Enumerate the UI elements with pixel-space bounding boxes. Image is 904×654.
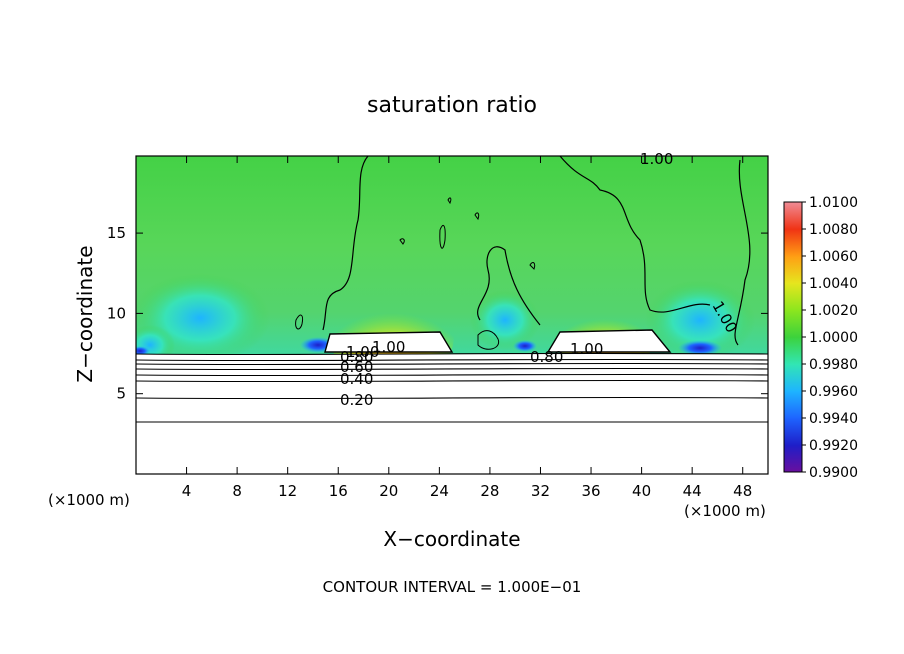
colorbar-label: 0.9920 [809, 438, 858, 454]
subsaturated-region [136, 354, 768, 474]
contour-label: 0.40 [340, 370, 373, 388]
x-tick-label: 24 [430, 482, 449, 500]
colorbar-label: 1.0080 [809, 222, 858, 238]
colorbar-segment [784, 364, 802, 392]
contour-interval-note: CONTOUR INTERVAL = 1.000E−01 [323, 578, 582, 596]
cyan-region-mid [470, 290, 540, 350]
y-tick-label: 5 [116, 385, 126, 403]
x-tick-label: 20 [379, 482, 398, 500]
cloud-right [546, 329, 672, 353]
x-axis-unit-right: (×1000 m) [684, 502, 766, 520]
colorbar-segment [784, 418, 802, 446]
blue-region-3 [513, 340, 537, 352]
y-axis-label: Z−coordinate [73, 245, 97, 382]
x-tick-label: 16 [329, 482, 348, 500]
contour-label: 0.60 [340, 358, 373, 376]
contour-label: 1.00 [640, 150, 673, 168]
contour-label: 0.80 [530, 348, 563, 366]
colorbar-label: 0.9940 [809, 411, 858, 427]
colorbar-label: 1.0100 [809, 195, 858, 211]
y-axis: 5 10 15 [107, 224, 768, 403]
contour-1-00 [322, 156, 751, 346]
x-tick-label: 36 [581, 482, 600, 500]
contour-label: 1.00 [570, 340, 603, 358]
colorbar-segment [784, 229, 802, 257]
x-tick-label: 32 [531, 482, 550, 500]
contour-label: 1.00 [372, 338, 405, 356]
y-tick-label: 10 [107, 304, 126, 322]
colorbar-segment [784, 310, 802, 338]
x-tick-label: 44 [683, 482, 702, 500]
colorbar-segment [784, 391, 802, 419]
colorbar-label: 0.9980 [809, 357, 858, 373]
lower-contours [136, 352, 768, 423]
cloud-left [324, 331, 454, 353]
x-tick-label: 12 [278, 482, 297, 500]
colorbar-segment [784, 202, 802, 230]
plot-area [136, 156, 768, 474]
cyan-region-right [645, 280, 755, 360]
contour-small-features [295, 197, 536, 350]
x-tick-label: 8 [232, 482, 242, 500]
colorbar-label: 1.0040 [809, 276, 858, 292]
plot-frame [135, 155, 769, 475]
x-tick-label: 28 [480, 482, 499, 500]
colorbar-label: 1.0020 [809, 303, 858, 319]
blue-region-2 [678, 340, 722, 356]
x-axis: 4 8 12 16 20 24 28 32 36 40 44 48 [182, 156, 752, 500]
colorbar-segment [784, 256, 802, 284]
x-axis-unit-left: (×1000 m) [48, 491, 130, 509]
x-axis-label: X−coordinate [383, 527, 520, 551]
colorbar-segment [784, 337, 802, 365]
x-tick-label: 48 [733, 482, 752, 500]
colorbar: 0.9900 0.9920 0.9940 0.9960 0.9980 1.0000 1.00… [783, 195, 858, 481]
y-tick-label: 15 [107, 224, 126, 242]
contour-label: 1.00 [346, 343, 379, 361]
colorbar-segment [784, 445, 802, 473]
colorbar-label: 1.0000 [809, 330, 858, 346]
contour-label: 0.80 [340, 348, 373, 366]
chart-title: saturation ratio [367, 93, 537, 118]
contour-label: 0.20 [340, 391, 373, 409]
colorbar-label: 0.9960 [809, 384, 858, 400]
x-tick-label: 4 [182, 482, 192, 500]
colorbar-label: 0.9900 [809, 465, 858, 481]
x-tick-label: 40 [632, 482, 651, 500]
colorbar-segment [784, 283, 802, 311]
colorbar-label: 1.0060 [809, 249, 858, 265]
